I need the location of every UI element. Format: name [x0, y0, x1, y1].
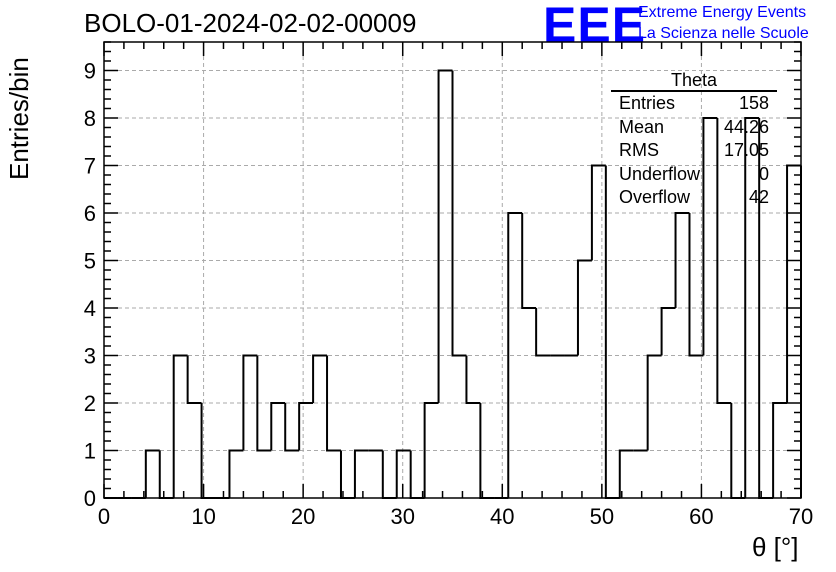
histogram-bin — [186, 355, 202, 404]
histogram-bin — [298, 402, 314, 451]
histogram-bin — [688, 213, 704, 357]
histogram-bin — [326, 355, 341, 452]
histogram-bin — [716, 118, 732, 404]
histogram-bin — [158, 450, 174, 499]
histogram-bin — [618, 449, 634, 498]
x-tick-label: 50 — [590, 504, 614, 529]
histogram-bin — [437, 69, 453, 403]
histogram-bin — [507, 212, 523, 498]
stats-value: 17.05 — [723, 140, 769, 160]
histogram-bin — [312, 354, 328, 403]
y-tick-label: 4 — [84, 296, 96, 321]
histogram-bin — [284, 403, 300, 452]
histogram-bin — [144, 449, 160, 498]
y-tick-label: 7 — [84, 154, 96, 179]
y-tick-label: 1 — [84, 439, 96, 464]
histogram-bin — [702, 117, 718, 356]
stats-label: Overflow — [619, 187, 691, 207]
histogram-bin — [576, 259, 592, 356]
y-tick-label: 6 — [84, 201, 96, 226]
x-axis-label: θ [°] — [752, 532, 799, 562]
x-tick-label: 70 — [789, 504, 813, 529]
stats-row: RMS 17.05 — [611, 139, 777, 163]
stats-label: RMS — [619, 140, 659, 160]
logo-line2: La Scienza nelle Scuole — [638, 25, 809, 42]
histogram-bin — [604, 165, 620, 499]
histogram-bin — [521, 213, 537, 309]
x-tick-label: 60 — [689, 504, 713, 529]
y-tick-label: 5 — [84, 249, 96, 274]
y-tick-label: 0 — [84, 486, 96, 511]
histogram-bin — [381, 450, 397, 499]
stats-label: Entries — [619, 93, 676, 113]
histogram-bin — [674, 212, 690, 308]
y-tick-label: 2 — [84, 391, 96, 416]
histogram-bin — [228, 449, 244, 498]
chart-title: BOLO-01-2024-02-02-00009 — [84, 8, 417, 38]
histogram-bin — [423, 402, 439, 498]
histogram-bin — [395, 449, 411, 498]
stats-label: Mean — [619, 116, 665, 137]
y-tick-label: 8 — [84, 106, 96, 131]
histogram-bin — [172, 354, 188, 498]
x-tick-label: 30 — [390, 504, 414, 529]
y-tick-label: 3 — [84, 344, 96, 369]
x-tick-label: 40 — [490, 504, 514, 529]
histogram-bin — [409, 450, 425, 499]
histogram-bin — [786, 164, 801, 403]
stats-value: 0 — [758, 163, 769, 184]
stats-value: 158 — [738, 93, 769, 113]
histogram-bin — [772, 402, 788, 498]
histogram-bin — [590, 164, 606, 261]
x-tick-label: 0 — [98, 504, 110, 529]
stats-box: Theta Entries 158 Mean 44.26 RMS 17.05 Underfl… — [611, 70, 777, 210]
stats-row: Entries 158 — [611, 92, 777, 116]
grid-lines — [104, 42, 801, 498]
stats-title: Theta — [611, 70, 777, 92]
axes: 0 10 20 30 40 50 60 70 0 1 2 3 4 5 6 7 8 9 — [84, 41, 813, 529]
histogram-bin — [451, 70, 467, 357]
histogram-bin — [270, 402, 286, 451]
stats-label: Underflow — [619, 163, 701, 184]
histogram-bin — [744, 117, 760, 498]
histogram-bin — [465, 355, 481, 404]
logo-line1: Extreme Energy Events — [638, 4, 807, 21]
histogram-bin — [660, 307, 676, 356]
histogram-bin — [242, 354, 258, 451]
histogram-bin — [256, 355, 272, 452]
histogram-bin — [535, 308, 551, 357]
stats-value: 42 — [748, 187, 769, 207]
stats-row: Underflow 0 — [611, 163, 777, 187]
histogram-bin — [339, 450, 355, 499]
stats-row: Overflow 42 — [611, 186, 777, 210]
y-tick-label: 9 — [84, 59, 96, 84]
stats-value: 44.26 — [723, 116, 769, 137]
x-tick-label: 10 — [191, 504, 215, 529]
x-tick-label: 20 — [291, 504, 315, 529]
stats-row: Mean 44.26 — [611, 116, 777, 140]
histogram-bin — [646, 354, 662, 451]
histogram-bin — [353, 449, 369, 498]
